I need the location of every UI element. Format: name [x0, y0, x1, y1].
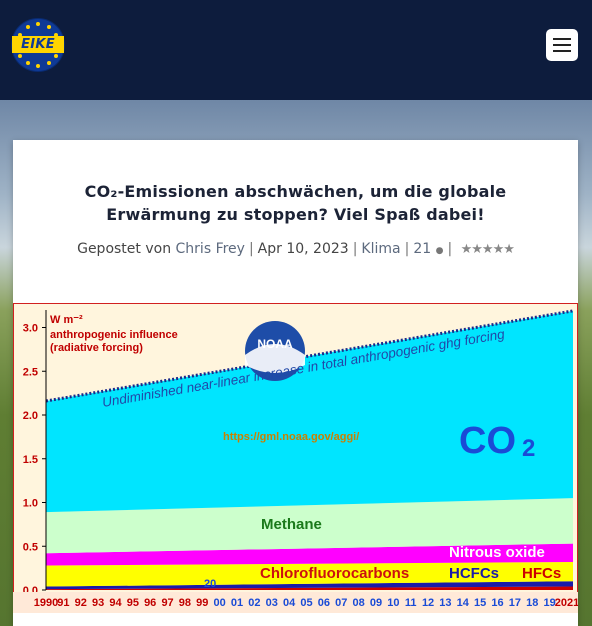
hfc-label: HFCs: [522, 565, 561, 582]
source-url: https://gml.noaa.gov/aggi/: [223, 431, 359, 443]
cfc-label: Chlorofluorocarbons: [260, 565, 409, 582]
logo-star: [57, 43, 61, 47]
logo-star: [25, 24, 30, 29]
x-tick-label: 94: [109, 597, 122, 609]
category-link[interactable]: Klima: [361, 241, 401, 257]
logo-star: [17, 53, 22, 58]
x-tick-label: 10: [387, 597, 399, 609]
co2-subscript: 2: [522, 435, 535, 462]
x-tick-label: 1990: [34, 597, 58, 609]
y-tick-label: 2.0: [23, 410, 38, 422]
nitrous-oxide-label: Nitrous oxide: [449, 544, 545, 561]
x-tick-label: 17: [509, 597, 521, 609]
x-tick-label: 13: [439, 597, 451, 609]
area-nitrous-oxide: [46, 543, 573, 566]
units-label: W m⁻²: [50, 314, 83, 326]
x-tick-label: 96: [144, 597, 156, 609]
area-hfcs: [46, 586, 573, 590]
inner-label: 20: [204, 578, 216, 590]
x-tick-label: 98: [179, 597, 191, 609]
x-tick-label: 09: [370, 597, 382, 609]
hcfc-label: HCFCs: [449, 565, 499, 582]
x-tick-label: 11: [405, 597, 417, 609]
x-tick-label: 99: [196, 597, 208, 609]
article-title-line2: Erwärmung zu stoppen? Viel Spaß dabei!: [106, 205, 485, 224]
chart-title-line2: (radiative forcing): [50, 342, 143, 354]
eike-logo[interactable]: EIKE: [12, 19, 64, 71]
x-tick-label: 91: [57, 597, 69, 609]
y-tick-label: 0.5: [23, 541, 38, 553]
logo-star: [46, 61, 51, 66]
x-tick-label: 05: [300, 597, 312, 609]
article-title[interactable]: CO₂-Emissionen abschwächen, um die globa…: [13, 180, 578, 226]
x-axis-strip: [13, 592, 578, 613]
logo-star: [46, 24, 51, 29]
post-date: Apr 10, 2023: [257, 241, 349, 257]
x-tick-label: 03: [266, 597, 278, 609]
co2-label: CO: [459, 420, 516, 462]
x-tick-label: 06: [318, 597, 330, 609]
x-tick-label: 97: [161, 597, 173, 609]
logo-star: [15, 43, 19, 47]
post-meta: Gepostet von Chris Frey | Apr 10, 2023 | Kli…: [77, 241, 515, 257]
x-tick-label: 16: [491, 597, 503, 609]
x-tick-label: 93: [92, 597, 104, 609]
x-tick-label: 04: [283, 597, 296, 609]
x-tick-label: 00: [214, 597, 226, 609]
posted-by-label: Gepostet von: [77, 241, 172, 257]
x-tick-label: 02: [248, 597, 260, 609]
noaa-badge-wave: [245, 344, 305, 373]
methane-label: Methane: [261, 516, 322, 533]
area-co2: [46, 310, 573, 513]
x-tick-label: 15: [474, 597, 486, 609]
x-tick-label: 12: [422, 597, 434, 609]
chart-title-line1: anthropogenic influence: [50, 329, 178, 341]
x-tick-label: 18: [526, 597, 538, 609]
comment-bubble-icon[interactable]: ●: [435, 246, 444, 256]
x-tick-label: 08: [352, 597, 364, 609]
radiative-forcing-chart: 0.0 0.5 1.0 1.5 2.0 2.5 3.0 1990 91 92 93 94 95 96 97…: [12, 302, 579, 614]
logo-star: [36, 64, 40, 68]
article-card: CO₂-Emissionen abschwächen, um die globa…: [12, 140, 579, 626]
area-methane: [46, 498, 573, 554]
x-tick-label: 14: [457, 597, 470, 609]
author-link[interactable]: Chris Frey: [175, 241, 245, 257]
x-tick-label: 2021: [555, 597, 578, 609]
y-tick-label: 1.5: [23, 454, 38, 466]
comment-count[interactable]: 21: [413, 241, 432, 257]
logo-star: [17, 32, 22, 37]
y-tick-label: 2.5: [23, 366, 38, 378]
site-header: EIKE: [0, 0, 592, 100]
logo-star: [25, 61, 30, 66]
logo-text: EIKE: [12, 36, 64, 53]
y-tick-label: 3.0: [23, 323, 38, 335]
hamburger-menu-icon[interactable]: [546, 29, 578, 61]
total-forcing-line: [45, 309, 574, 403]
logo-star: [54, 53, 59, 58]
logo-star: [36, 22, 40, 26]
logo-star: [54, 32, 59, 37]
rating-stars-icon: ★★★★★: [460, 242, 515, 257]
area-hcfcs: [46, 581, 573, 590]
area-chlorofluorocarbons: [46, 562, 573, 587]
x-tick-label: 01: [231, 597, 243, 609]
x-tick-label: 19: [544, 597, 556, 609]
x-tick-label: 95: [127, 597, 139, 609]
x-tick-label: 07: [335, 597, 347, 609]
article-title-line1: CO₂-Emissionen abschwächen, um die globa…: [84, 182, 507, 201]
y-tick-label: 1.0: [23, 498, 38, 510]
noaa-badge-text: NOAA: [257, 337, 293, 351]
x-tick-label: 92: [75, 597, 87, 609]
